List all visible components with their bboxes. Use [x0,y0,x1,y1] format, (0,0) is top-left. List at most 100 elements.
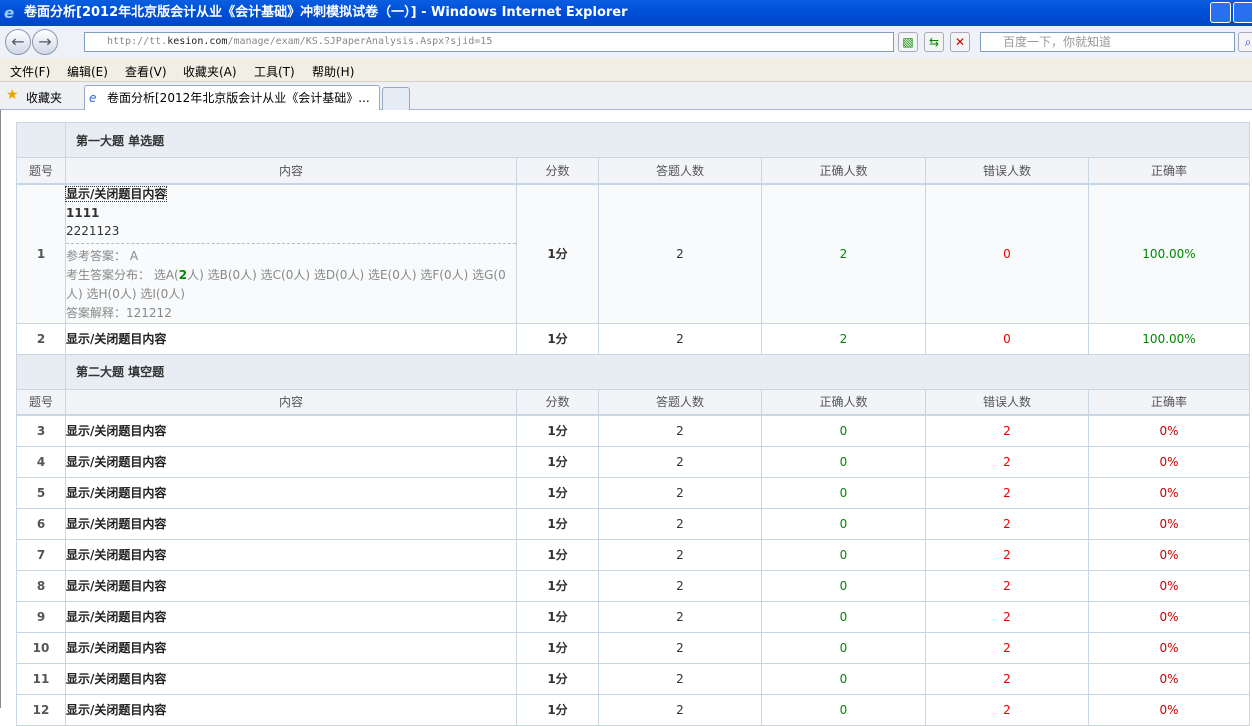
correct-count: 2 [761,322,926,355]
correct-rate: 0% [1088,414,1250,447]
correct-count: 0 [761,507,926,540]
toggle-content-link[interactable]: 显示/关闭题目内容 [66,672,167,686]
question-content: 显示/关闭题目内容 [65,414,517,447]
wrong-count: 2 [925,507,1089,540]
search-input[interactable]: 百度一下，你就知道 [980,32,1235,52]
tab-label: 卷面分析[2012年北京版会计从业《会计基础》... [107,91,370,105]
tab-active[interactable]: e 卷面分析[2012年北京版会计从业《会计基础》... [84,85,380,110]
option-count: 0 [339,267,348,282]
distribution-option: 选F(0人) [420,267,473,282]
correct-count: 0 [761,414,926,447]
wrong-count: 2 [925,445,1089,478]
col-wrong-header: 错误人数 [925,388,1089,416]
menu-tools[interactable]: 工具(T) [254,65,295,79]
toggle-content-link[interactable]: 显示/关闭题目内容 [66,641,167,655]
address-input[interactable]: http://tt.kesion.com/manage/exam/KS.SJPa… [84,32,894,52]
score: 1分 [516,476,599,509]
correct-count: 0 [761,569,926,602]
restore-button[interactable] [1233,2,1252,23]
ie-icon: e [4,4,15,22]
toggle-content-link[interactable]: 显示/关闭题目内容 [64,185,168,202]
correct-rate: 0% [1088,538,1250,571]
section-header: 第二大题 填空题 [16,353,1250,390]
menu-favorites[interactable]: 收藏夹(A) [183,65,237,79]
answer-explanation: 答案解释：121212 [66,304,516,323]
forward-button[interactable]: → [32,29,58,55]
toggle-content-link[interactable]: 显示/关闭题目内容 [66,332,167,346]
toggle-content-link[interactable]: 显示/关闭题目内容 [66,486,167,500]
correct-count: 0 [761,538,926,571]
question-content: 显示/关闭题目内容 [65,538,517,571]
refresh-icon[interactable]: ⇆ [924,32,944,52]
reference-value: A [129,248,139,263]
option-count: 0 [498,267,506,282]
table-row: 12 显示/关闭题目内容 1分 2 0 2 0% [16,693,1250,726]
stop-icon[interactable]: ✕ [950,32,970,52]
toggle-content-link[interactable]: 显示/关闭题目内容 [66,517,167,531]
answer-info: 参考答案： A 考生答案分布： 选A(2人) 选B(0人) 选C(0人) 选D(0… [66,242,516,323]
analysis-table: 第一大题 单选题 题号 内容 分数 答题人数 正确人数 错误人数 正确率 1 显示/关闭题目内容 1… [16,122,1250,726]
toggle-content-link[interactable]: 显示/关闭题目内容 [66,579,167,593]
compat-view-icon[interactable]: ▧ [898,32,918,52]
correct-rate: 0% [1088,600,1250,633]
answered-count: 2 [598,631,762,664]
distribution-label: 考生答案分布： [66,267,154,282]
option-count: 0 [232,267,241,282]
favorites-button[interactable]: 收藏夹 [26,91,63,105]
distribution-option: 选A(2人) [153,267,208,282]
menu-bar: 文件(F) 编辑(E) 查看(V) 收藏夹(A) 工具(T) 帮助(H) [0,58,1252,82]
correct-rate: 0% [1088,445,1250,478]
wrong-count: 2 [925,476,1089,509]
question-title: 1111 [66,205,100,220]
option-count: 2 [178,267,188,282]
correct-rate: 0% [1088,476,1250,509]
answered-count: 2 [598,693,762,726]
star-icon: ★ [6,87,19,103]
correct-rate: 0% [1088,507,1250,540]
minimize-button[interactable] [1210,2,1231,23]
correct-rate: 100.00% [1088,183,1250,324]
correct-count: 0 [761,445,926,478]
correct-count: 0 [761,476,926,509]
score: 1分 [516,507,599,540]
toggle-content-link[interactable]: 显示/关闭题目内容 [66,424,167,439]
question-number: 8 [16,569,66,602]
menu-help[interactable]: 帮助(H) [312,65,355,79]
correct-rate: 0% [1088,693,1250,726]
col-no-header: 题号 [16,157,66,185]
toggle-content-link[interactable]: 显示/关闭题目内容 [66,703,167,717]
new-tab-button[interactable] [382,87,410,110]
table-row: 11 显示/关闭题目内容 1分 2 0 2 0% [16,662,1250,695]
question-content: 显示/关闭题目内容 [65,322,517,355]
answered-count: 2 [598,414,762,447]
score: 1分 [516,414,599,447]
toggle-content-link[interactable]: 显示/关闭题目内容 [66,548,167,562]
question-number: 6 [16,507,66,540]
back-button[interactable]: ← [5,29,31,55]
wrong-count: 2 [925,569,1089,602]
distribution-option: 选C(0人) [260,267,314,282]
menu-view[interactable]: 查看(V) [125,65,167,79]
col-score-header: 分数 [516,157,599,185]
section-header: 第一大题 单选题 [16,122,1250,158]
toggle-content-link[interactable]: 显示/关闭题目内容 [66,610,167,624]
option-count: 0 [392,267,400,282]
question-content: 显示/关闭题目内容 [65,569,517,602]
menu-edit[interactable]: 编辑(E) [67,65,108,79]
table-row: 7 显示/关闭题目内容 1分 2 0 2 0% [16,538,1250,571]
column-header-row: 题号 内容 分数 答题人数 正确人数 错误人数 正确率 [16,157,1250,185]
distribution-option: 选I(0人) [140,286,185,301]
search-icon[interactable]: ⌕ [1238,32,1252,52]
menu-file[interactable]: 文件(F) [10,65,51,79]
correct-count: 0 [761,600,926,633]
answered-count: 2 [598,538,762,571]
answered-count: 2 [598,662,762,695]
section-title: 第一大题 单选题 [65,122,1250,158]
score: 1分 [516,631,599,664]
wrong-count: 2 [925,538,1089,571]
title-bar: e 卷面分析[2012年北京版会计从业《会计基础》冲刺模拟试卷（一）] - Wi… [0,0,1252,26]
toggle-content-link[interactable]: 显示/关闭题目内容 [66,455,167,469]
question-number: 11 [16,662,66,695]
col-wrong-header: 错误人数 [925,157,1089,185]
table-row: 5 显示/关闭题目内容 1分 2 0 2 0% [16,476,1250,509]
